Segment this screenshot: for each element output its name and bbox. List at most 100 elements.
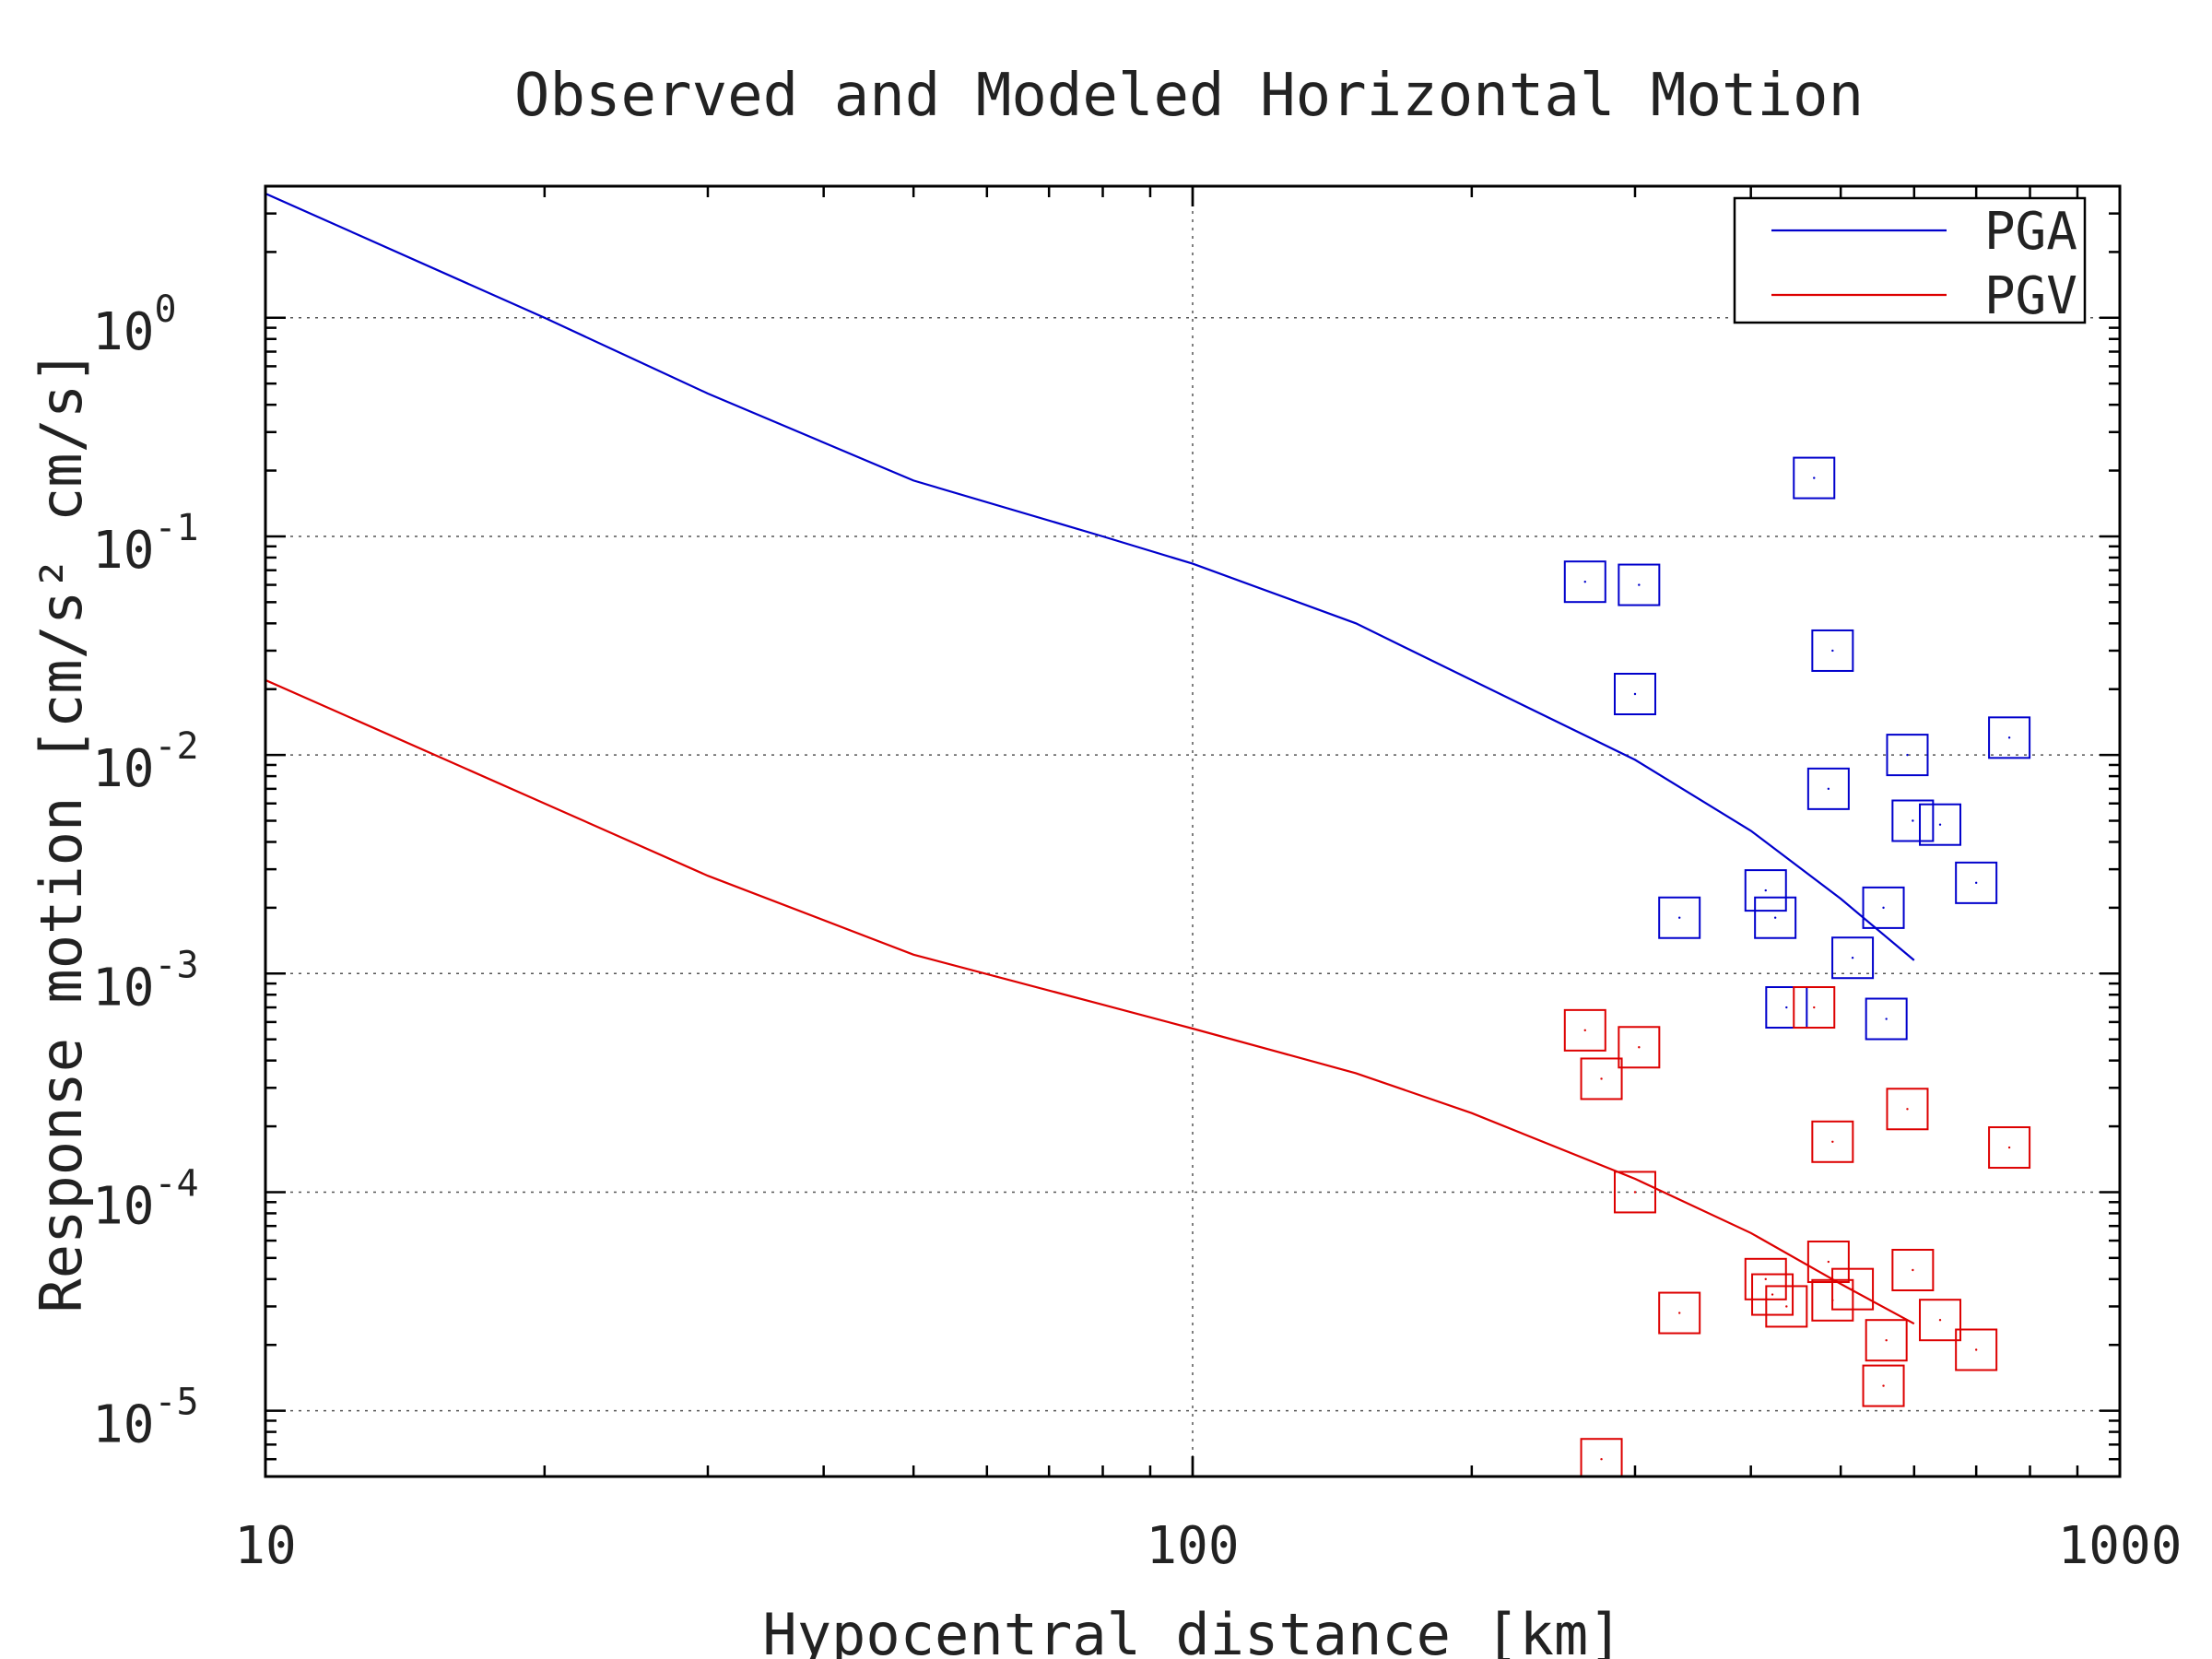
y-tick-label: 10-5 — [92, 1382, 199, 1455]
data-point — [1806, 1241, 1850, 1284]
data-point — [1765, 1285, 1808, 1328]
data-point-marker — [1580, 1438, 1623, 1477]
data-point — [1955, 1328, 1998, 1371]
data-point-dot — [1764, 888, 1767, 892]
data-point — [1988, 1126, 2031, 1170]
data-point-marker — [1865, 997, 1908, 1041]
y-tick-label: 10-1 — [92, 507, 199, 581]
data-point — [1919, 1299, 1962, 1342]
data-point-dot — [1882, 1384, 1885, 1387]
data-point-marker — [1580, 1057, 1623, 1100]
data-point — [1793, 986, 1836, 1030]
data-point-dot — [1600, 1458, 1603, 1461]
data-point-dot — [1583, 580, 1586, 583]
data-point-dot — [1906, 753, 1909, 757]
data-point-dot — [1633, 1191, 1637, 1194]
data-point-dot — [1974, 881, 1978, 885]
data-point-dot — [2007, 1146, 2011, 1149]
data-point — [1754, 896, 1797, 939]
data-point-marker — [1754, 896, 1797, 939]
data-point-dot — [1813, 1006, 1816, 1009]
data-point-marker — [1862, 1364, 1905, 1407]
data-point — [1580, 1057, 1623, 1100]
y-tick-label: 10-3 — [92, 944, 199, 1018]
data-point-marker — [1831, 1267, 1875, 1311]
data-point-dot — [1831, 1140, 1834, 1143]
data-point-dot — [1813, 477, 1816, 479]
data-point-dot — [1633, 692, 1637, 696]
data-point-marker — [1919, 1299, 1962, 1342]
data-point-dot — [2007, 736, 2011, 739]
data-point-dot — [1938, 823, 1942, 826]
data-point — [1862, 1364, 1905, 1407]
data-point-marker — [1765, 986, 1808, 1030]
data-point — [1613, 673, 1656, 716]
data-point-marker — [1613, 1171, 1656, 1214]
series-line-pgv — [265, 678, 1915, 1325]
data-point-marker — [1563, 560, 1606, 604]
data-point-marker — [1886, 734, 1929, 777]
data-point-marker — [1751, 1273, 1794, 1316]
data-point-marker — [1563, 1008, 1606, 1052]
data-point — [1886, 1088, 1929, 1131]
data-point — [1955, 861, 1998, 904]
data-point-marker — [1613, 673, 1656, 716]
data-point-dot — [1912, 819, 1914, 822]
data-point — [1831, 1267, 1875, 1311]
y-tick-labels: 100 10-1 10-2 10-3 10-4 10-5 — [92, 288, 199, 1455]
legend-box — [1733, 196, 2087, 324]
data-point — [1765, 986, 1808, 1030]
axis-ticks — [264, 184, 2122, 1477]
data-point — [1865, 1319, 1908, 1362]
data-point — [1618, 1026, 1661, 1069]
data-point — [1811, 629, 1854, 672]
data-point-dot — [1677, 1312, 1681, 1314]
data-point-marker — [1811, 629, 1854, 672]
chart-title: Observed and Modeled Horizontal Motion — [514, 62, 1864, 130]
data-point-dot — [1785, 1305, 1788, 1308]
data-point-marker — [1744, 869, 1787, 912]
data-point-marker — [1658, 1291, 1701, 1335]
data-point — [1563, 560, 1606, 604]
legend-label: PGV — [1984, 266, 2077, 326]
data-point — [1793, 456, 1836, 500]
data-point-marker — [1831, 936, 1875, 980]
y-tick-label: 10-4 — [92, 1162, 199, 1236]
y-tick-label: 10-2 — [92, 725, 199, 799]
data-point-marker — [1793, 986, 1836, 1030]
data-point-marker — [1988, 716, 2031, 759]
data-point-marker — [1862, 886, 1905, 929]
data-point — [1891, 799, 1935, 842]
data-point — [1811, 1120, 1854, 1163]
data-point-marker — [1919, 803, 1962, 846]
data-point — [1919, 803, 1962, 846]
plot-area — [265, 192, 2031, 1477]
y-axis-label: Response motion [cm/s² cm/s] — [28, 349, 95, 1312]
data-point-dot — [1785, 1006, 1788, 1009]
data-point-dot — [1851, 1288, 1854, 1290]
data-point-dot — [1773, 916, 1777, 919]
data-point — [1563, 1008, 1606, 1052]
data-point — [1891, 1249, 1935, 1292]
data-point-dot — [1638, 1046, 1641, 1049]
legend-label: PGA — [1984, 202, 2077, 262]
data-point-dot — [1677, 916, 1681, 919]
data-point — [1831, 936, 1875, 980]
data-point-marker — [1658, 896, 1701, 939]
data-point-marker — [1806, 1241, 1850, 1284]
data-point-marker — [1865, 1319, 1908, 1362]
data-point-marker — [1955, 861, 1998, 904]
x-tick-label: 10 — [234, 1516, 296, 1576]
data-point-dot — [1771, 1293, 1774, 1296]
data-point-dot — [1827, 1260, 1830, 1264]
data-point-dot — [1912, 1268, 1914, 1272]
data-point-marker — [1955, 1328, 1998, 1371]
data-point — [1658, 1291, 1701, 1335]
data-point-marker — [1806, 767, 1850, 810]
data-point — [1862, 886, 1905, 929]
y-tick-label: 100 — [92, 288, 177, 362]
data-point-dot — [1906, 1108, 1909, 1111]
data-point-marker — [1988, 1126, 2031, 1170]
data-point-dot — [1885, 1018, 1888, 1020]
series-line-pga — [265, 192, 1915, 961]
